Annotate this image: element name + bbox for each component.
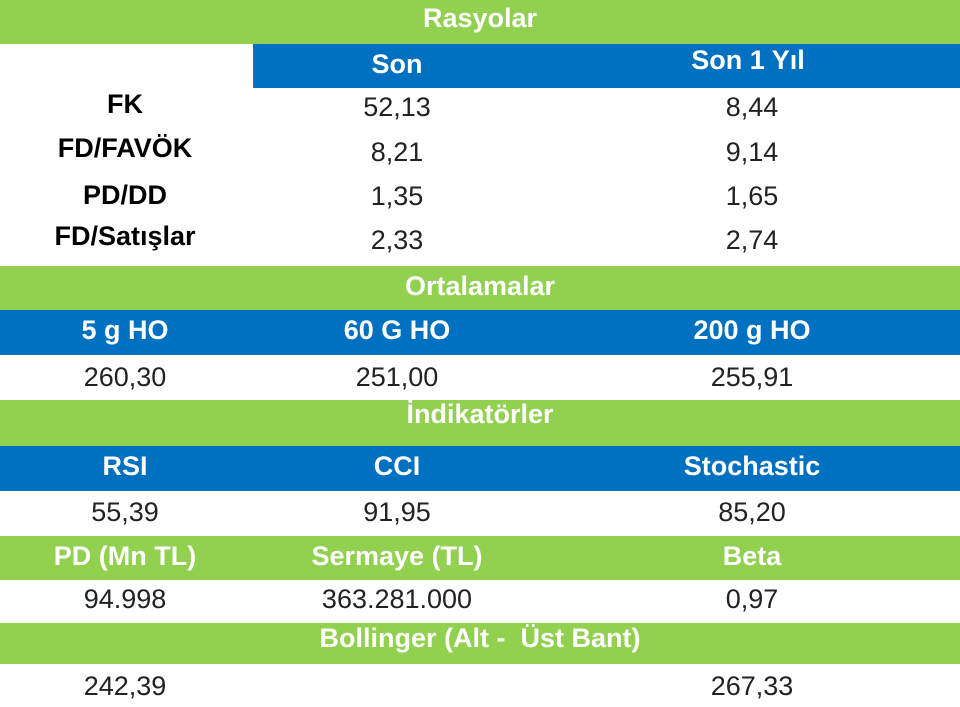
cell: 91,95 [363, 497, 431, 527]
cell: 2,74 [726, 225, 779, 255]
header-band [0, 310, 960, 355]
column-header: Sermaye (TL) [311, 541, 482, 571]
column-header: Son 1 Yıl [691, 45, 805, 75]
header-band [0, 446, 960, 491]
cell: 251,00 [356, 362, 439, 392]
section-title: Bollinger (Alt - Üst Bant) [320, 623, 641, 653]
column-header: Stochastic [684, 451, 821, 481]
column-header: RSI [102, 451, 147, 481]
row-label: FD/FAVÖK [58, 133, 193, 163]
cell: 0,97 [726, 584, 779, 614]
cell: 55,39 [91, 497, 159, 527]
column-header: PD (Mn TL) [54, 541, 196, 571]
section-title: Ortalamalar [405, 271, 556, 301]
column-header: CCI [374, 451, 421, 481]
cell: 8,44 [726, 92, 779, 122]
row-label: FD/Satışlar [54, 221, 196, 251]
cell: 85,20 [718, 497, 786, 527]
cell: 2,33 [371, 225, 424, 255]
cell: 255,91 [711, 362, 794, 392]
cell: 8,21 [371, 137, 424, 167]
header-band [253, 44, 960, 88]
row-label: FK [107, 89, 143, 119]
cell: 363.281.000 [322, 584, 472, 614]
column-header: 200 g HO [693, 315, 810, 345]
cell: 1,65 [726, 181, 779, 211]
column-header: Son [372, 49, 423, 79]
column-header: Beta [723, 541, 783, 571]
section-title: Rasyolar [423, 3, 538, 33]
cell: 260,30 [84, 362, 167, 392]
row-label: PD/DD [83, 180, 167, 210]
section-band [0, 400, 960, 446]
cell: 242,39 [84, 671, 167, 701]
column-header: 5 g HO [81, 315, 168, 345]
cell: 1,35 [371, 181, 424, 211]
cell: 52,13 [363, 92, 431, 122]
section-band [0, 623, 960, 664]
section-band [0, 0, 960, 44]
cell: 9,14 [726, 137, 779, 167]
cell: 94.998 [84, 584, 167, 614]
header-band [0, 536, 960, 580]
section-title: İndikatörler [406, 399, 554, 429]
section-band [0, 266, 960, 310]
cell: 267,33 [711, 671, 794, 701]
column-header: 60 G HO [344, 315, 451, 345]
